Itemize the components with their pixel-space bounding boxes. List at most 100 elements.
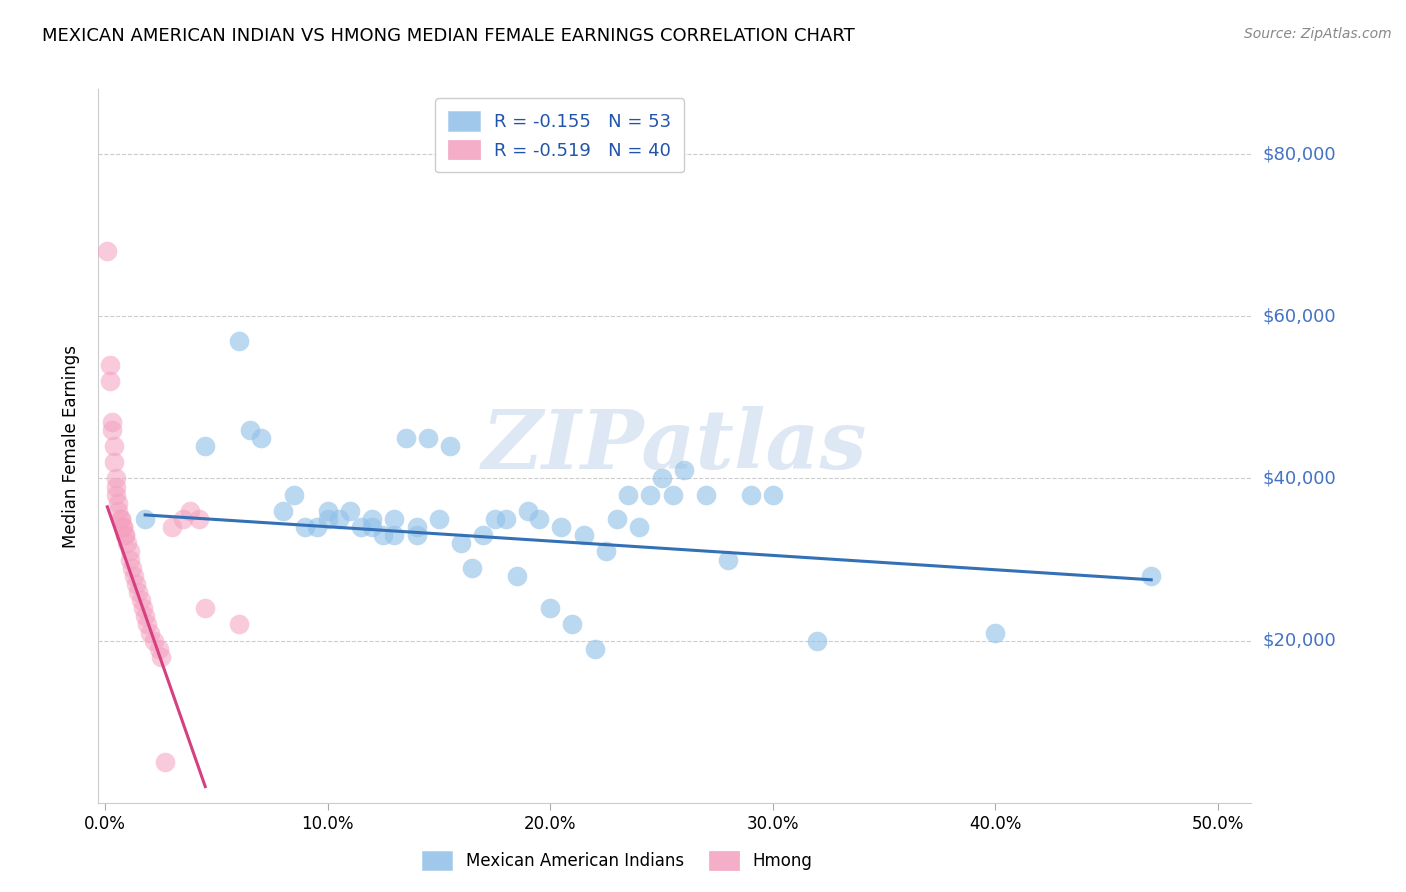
Point xyxy=(740,488,762,502)
Point xyxy=(762,488,785,502)
Point xyxy=(105,479,128,493)
Text: $40,000: $40,000 xyxy=(1263,469,1336,487)
Point xyxy=(194,439,217,453)
Text: $20,000: $20,000 xyxy=(1263,632,1336,649)
Point xyxy=(427,512,450,526)
Point xyxy=(148,641,170,656)
Point xyxy=(472,528,495,542)
Point xyxy=(129,593,152,607)
Point xyxy=(107,496,129,510)
Point xyxy=(316,512,339,526)
Point xyxy=(350,520,373,534)
Point xyxy=(294,520,316,534)
Point xyxy=(405,520,427,534)
Point xyxy=(661,488,683,502)
Point xyxy=(134,609,156,624)
Point xyxy=(172,512,194,526)
Text: $60,000: $60,000 xyxy=(1263,307,1336,326)
Point xyxy=(110,512,132,526)
Point xyxy=(228,617,250,632)
Point xyxy=(271,504,294,518)
Point xyxy=(153,756,176,770)
Point xyxy=(595,544,617,558)
Point xyxy=(96,244,118,259)
Point xyxy=(695,488,717,502)
Point xyxy=(239,423,262,437)
Point xyxy=(617,488,640,502)
Point xyxy=(339,504,361,518)
Point xyxy=(717,552,740,566)
Point xyxy=(194,601,217,615)
Point xyxy=(100,423,122,437)
Point xyxy=(651,471,673,485)
Point xyxy=(100,415,122,429)
Point xyxy=(187,512,209,526)
Point xyxy=(439,439,461,453)
Point xyxy=(98,358,121,372)
Point xyxy=(373,528,395,542)
Point xyxy=(98,374,121,388)
Point xyxy=(121,560,143,574)
Point xyxy=(538,601,561,615)
Point xyxy=(143,633,166,648)
Point xyxy=(506,568,529,582)
Point xyxy=(550,520,572,534)
Point xyxy=(450,536,472,550)
Text: $80,000: $80,000 xyxy=(1263,145,1336,163)
Point xyxy=(134,512,156,526)
Point xyxy=(118,552,141,566)
Point xyxy=(305,520,328,534)
Point xyxy=(283,488,305,502)
Point xyxy=(114,528,136,542)
Point xyxy=(125,577,148,591)
Point xyxy=(561,617,583,632)
Point xyxy=(328,512,350,526)
Point xyxy=(122,568,145,582)
Text: MEXICAN AMERICAN INDIAN VS HMONG MEDIAN FEMALE EARNINGS CORRELATION CHART: MEXICAN AMERICAN INDIAN VS HMONG MEDIAN … xyxy=(42,27,855,45)
Point xyxy=(149,649,172,664)
Point xyxy=(228,334,250,348)
Point xyxy=(111,520,134,534)
Text: Source: ZipAtlas.com: Source: ZipAtlas.com xyxy=(1244,27,1392,41)
Point xyxy=(250,431,273,445)
Point xyxy=(484,512,506,526)
Point xyxy=(628,520,651,534)
Point xyxy=(394,431,416,445)
Point xyxy=(107,504,129,518)
Point xyxy=(361,520,384,534)
Point xyxy=(517,504,540,518)
Point xyxy=(138,625,160,640)
Point xyxy=(136,617,159,632)
Point xyxy=(1140,568,1163,582)
Y-axis label: Median Female Earnings: Median Female Earnings xyxy=(62,344,80,548)
Point xyxy=(114,528,136,542)
Point xyxy=(110,512,132,526)
Point xyxy=(984,625,1007,640)
Text: ZIPatlas: ZIPatlas xyxy=(482,406,868,486)
Point xyxy=(117,536,139,550)
Point xyxy=(672,463,695,477)
Point xyxy=(384,528,406,542)
Point xyxy=(461,560,484,574)
Point xyxy=(527,512,550,526)
Point xyxy=(103,439,125,453)
Point xyxy=(416,431,439,445)
Point xyxy=(572,528,595,542)
Point xyxy=(160,520,183,534)
Point xyxy=(405,528,427,542)
Point xyxy=(179,504,201,518)
Point xyxy=(316,504,339,518)
Point xyxy=(640,488,662,502)
Point xyxy=(127,585,149,599)
Point xyxy=(361,512,384,526)
Legend: Mexican American Indians, Hmong: Mexican American Indians, Hmong xyxy=(412,841,823,880)
Point xyxy=(606,512,628,526)
Point xyxy=(132,601,155,615)
Point xyxy=(105,471,128,485)
Point xyxy=(103,455,125,469)
Point xyxy=(118,544,141,558)
Point xyxy=(111,520,134,534)
Point xyxy=(105,488,128,502)
Point xyxy=(495,512,517,526)
Point xyxy=(583,641,606,656)
